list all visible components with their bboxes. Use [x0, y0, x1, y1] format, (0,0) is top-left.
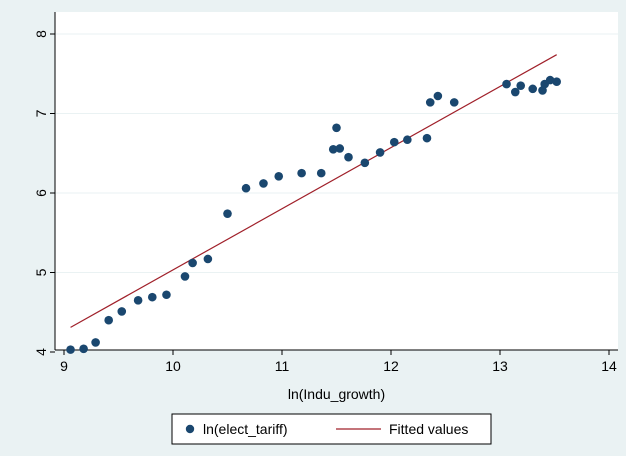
scatter-point: [344, 152, 353, 162]
scatter-point: [510, 87, 520, 97]
scatter-point: [328, 144, 338, 154]
legend-marker-elect-tariff: [185, 424, 195, 434]
scatter-point: [449, 98, 459, 107]
series-layer: [66, 54, 561, 354]
y-tick-label: 7: [33, 109, 49, 117]
x-tick-label: 12: [383, 358, 399, 374]
scatter-point: [79, 344, 88, 354]
plot-area: [55, 12, 618, 350]
x-tick-label: 11: [275, 358, 290, 374]
y-tick-label: 5: [33, 268, 49, 276]
y-axis-ticks: 4 5 6 7 8: [33, 30, 55, 356]
scatter-point: [545, 75, 555, 85]
y-tick-label: 4: [33, 348, 49, 356]
legend-box: [171, 413, 492, 445]
x-axis-label: ln(Indu_growth): [288, 386, 385, 402]
y-tick-label: 6: [33, 189, 49, 197]
scatter-point: [203, 254, 213, 264]
x-axis-ticks: 9 10 11 12 13 14: [60, 350, 617, 374]
grid-lines: [55, 33, 618, 353]
x-tick-label: 9: [60, 358, 68, 374]
scatter-point: [162, 290, 171, 300]
legend-label-fitted: Fitted values: [389, 421, 468, 437]
axes: [54, 12, 618, 351]
x-tick-label: 14: [601, 358, 617, 374]
scatter-point: [223, 209, 232, 218]
scatter-point: [516, 81, 526, 90]
scatter-point: [425, 98, 435, 107]
scatter-point: [389, 137, 399, 147]
x-tick-label: 10: [165, 358, 181, 374]
scatter-point: [316, 168, 326, 178]
scatter-point: [433, 91, 443, 101]
scatter-point: [180, 272, 190, 281]
x-tick-label: 13: [492, 358, 508, 374]
scatter-point: [117, 307, 127, 316]
y-tick-label: 8: [33, 30, 49, 38]
scatter-point: [297, 168, 306, 178]
scatter-point: [375, 148, 385, 157]
scatter-point: [66, 345, 75, 354]
fitted-line: [70, 54, 557, 328]
scatter-point: [528, 84, 537, 94]
scatter-point: [422, 133, 432, 143]
scatter-point: [332, 123, 341, 133]
scatter-point: [147, 292, 157, 302]
scatter-point: [241, 183, 251, 193]
scatter-point: [274, 172, 284, 181]
scatter-point: [552, 77, 561, 86]
scatter-point: [104, 315, 113, 325]
scatter-point: [133, 296, 143, 305]
scatter-point: [502, 79, 511, 89]
scatter-point: [335, 144, 345, 153]
scatter-point: [91, 338, 100, 347]
scatter-point: [403, 135, 412, 145]
legend: ln(elect_tariff) Fitted values: [171, 413, 492, 445]
scatter-point: [360, 158, 370, 168]
legend-label-elect-tariff: ln(elect_tariff): [203, 421, 288, 437]
scatter-point: [188, 258, 197, 268]
scatter-point: [259, 179, 268, 188]
